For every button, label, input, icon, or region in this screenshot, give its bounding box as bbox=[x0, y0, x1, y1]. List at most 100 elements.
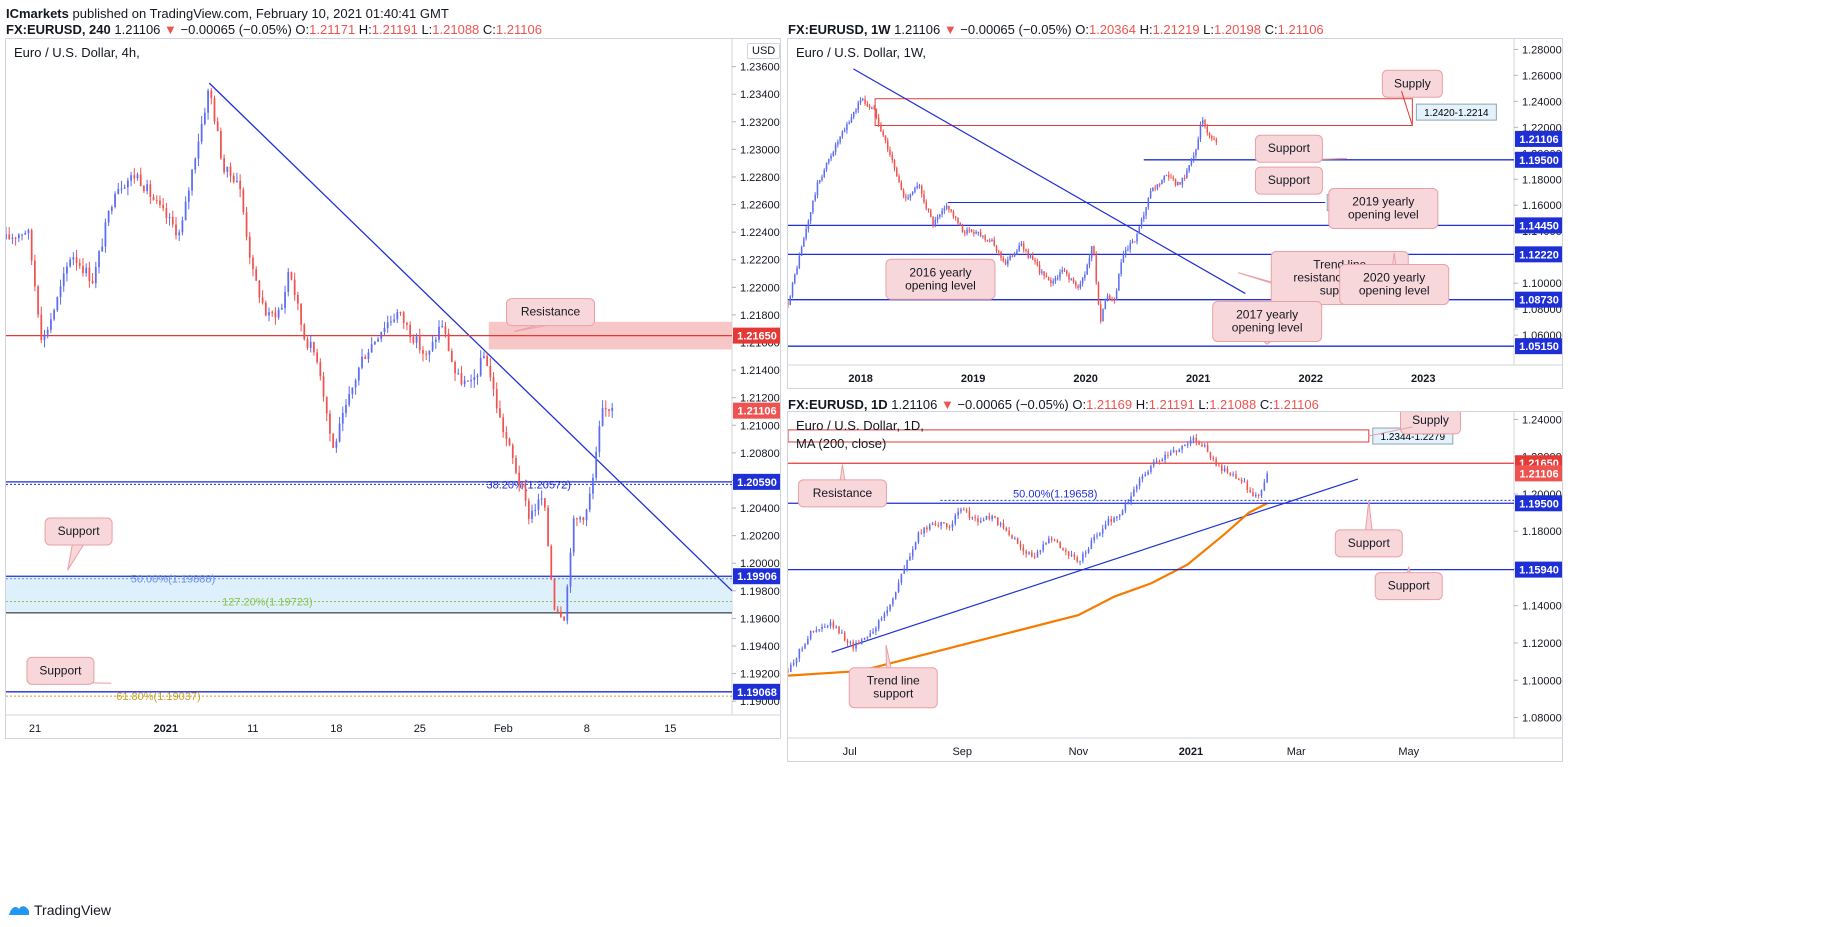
y-tick-label: 1.19600 bbox=[740, 613, 780, 625]
candle bbox=[1050, 536, 1053, 543]
candle bbox=[527, 498, 530, 525]
chart-panel-1w[interactable]: 1.280001.260001.240001.220001.200001.180… bbox=[787, 38, 1563, 389]
candle bbox=[1154, 184, 1156, 192]
candle bbox=[1212, 455, 1215, 462]
candle bbox=[843, 127, 846, 133]
candle bbox=[101, 238, 104, 252]
candle bbox=[1028, 551, 1030, 555]
candle bbox=[303, 323, 306, 341]
candle bbox=[319, 358, 322, 381]
candle bbox=[1243, 477, 1246, 483]
y-tick-label: 1.20200 bbox=[740, 531, 780, 543]
chart-panel-4h[interactable]: 1.23600 1.23400 1.23200 1.23000 1.22800 1.226… bbox=[5, 38, 781, 739]
tradingview-footer[interactable]: TradingView bbox=[8, 902, 111, 918]
candle bbox=[875, 108, 878, 120]
candle bbox=[479, 350, 482, 377]
callout-label: Supply bbox=[1400, 412, 1462, 435]
svg-text:2019 yearly: 2019 yearly bbox=[1352, 194, 1414, 208]
candle bbox=[968, 507, 971, 521]
candle bbox=[178, 229, 181, 241]
candle bbox=[1206, 441, 1209, 453]
svg-text:1.2344-1.2279: 1.2344-1.2279 bbox=[1381, 432, 1446, 443]
candle bbox=[1063, 267, 1066, 273]
candle bbox=[927, 208, 930, 213]
candle bbox=[1079, 280, 1082, 290]
candle bbox=[1104, 298, 1107, 310]
candle bbox=[1016, 248, 1018, 256]
last-price: 1.21106 bbox=[891, 397, 941, 412]
candle bbox=[197, 133, 200, 167]
candle bbox=[1213, 135, 1215, 141]
candle bbox=[495, 382, 498, 414]
candle bbox=[1260, 489, 1263, 498]
candle bbox=[998, 249, 1000, 256]
candle bbox=[1118, 513, 1121, 521]
zone-price-label: 1.2420-1.2214 bbox=[1415, 103, 1497, 121]
candle bbox=[829, 619, 832, 629]
candle bbox=[21, 233, 23, 241]
candle bbox=[1183, 174, 1186, 181]
candle bbox=[540, 490, 543, 506]
candle bbox=[162, 198, 165, 212]
callout-label: Support bbox=[44, 517, 113, 571]
candle bbox=[812, 200, 814, 215]
candle bbox=[547, 504, 549, 547]
candle bbox=[1111, 296, 1113, 302]
candle bbox=[950, 208, 952, 213]
candle bbox=[1181, 445, 1183, 454]
candle bbox=[1143, 211, 1145, 222]
candle bbox=[1209, 451, 1212, 461]
candle bbox=[1019, 540, 1022, 551]
candle bbox=[297, 291, 299, 311]
candle bbox=[1047, 276, 1050, 281]
chart-svg-h4[interactable]: 1.23600 1.23400 1.23200 1.23000 1.22800 1.226… bbox=[6, 39, 781, 739]
candle bbox=[1079, 560, 1081, 566]
chart-panel-1d[interactable]: 1.240001.220001.200001.180001.160001.140… bbox=[787, 411, 1563, 762]
candle bbox=[56, 296, 59, 312]
callout-label: Support bbox=[1334, 500, 1403, 558]
candle bbox=[943, 205, 946, 215]
candle bbox=[171, 210, 174, 228]
candle bbox=[982, 517, 985, 522]
candle bbox=[1135, 484, 1138, 493]
price-badge: 1.20590 bbox=[733, 473, 780, 490]
currency-badge[interactable]: USD bbox=[747, 43, 780, 59]
y-tick-label: 1.19200 bbox=[740, 669, 780, 681]
candle bbox=[1138, 476, 1141, 490]
y-tick-label: 1.21800 bbox=[740, 310, 780, 322]
candle bbox=[1215, 456, 1217, 467]
candle bbox=[966, 227, 968, 236]
candle bbox=[274, 307, 277, 325]
svg-text:1.21106: 1.21106 bbox=[1519, 468, 1558, 480]
candle bbox=[1163, 175, 1165, 183]
svg-text:1.21106: 1.21106 bbox=[1519, 134, 1558, 146]
y-tick-label: 1.26000 bbox=[1522, 70, 1562, 82]
candle bbox=[892, 597, 894, 607]
candle bbox=[818, 629, 820, 633]
candle bbox=[149, 180, 152, 205]
candle bbox=[916, 182, 918, 190]
chart-svg-w1[interactable]: 1.280001.260001.240001.220001.200001.180… bbox=[788, 39, 1563, 389]
candle bbox=[1072, 277, 1075, 284]
low-label: L: bbox=[421, 22, 433, 37]
candle bbox=[1086, 263, 1088, 275]
candle bbox=[1238, 478, 1240, 481]
candle bbox=[1266, 471, 1268, 484]
y-tick-label: 1.22000 bbox=[740, 282, 780, 294]
low-label: L: bbox=[1198, 397, 1210, 412]
low-value: 1.21088 bbox=[1209, 397, 1260, 412]
chart-svg-d1[interactable]: 1.240001.220001.200001.180001.160001.140… bbox=[788, 412, 1563, 762]
candle bbox=[367, 348, 370, 363]
candle bbox=[187, 187, 190, 210]
candle bbox=[107, 210, 110, 227]
candle bbox=[1101, 524, 1104, 538]
x-tick-label: 18 bbox=[330, 723, 342, 735]
candle bbox=[1045, 542, 1047, 546]
svg-text:support: support bbox=[873, 687, 914, 701]
candle bbox=[53, 308, 55, 321]
candle bbox=[891, 151, 894, 164]
y-tick-label: 1.23600 bbox=[740, 62, 780, 74]
candle bbox=[1067, 551, 1070, 560]
candle bbox=[940, 521, 942, 530]
